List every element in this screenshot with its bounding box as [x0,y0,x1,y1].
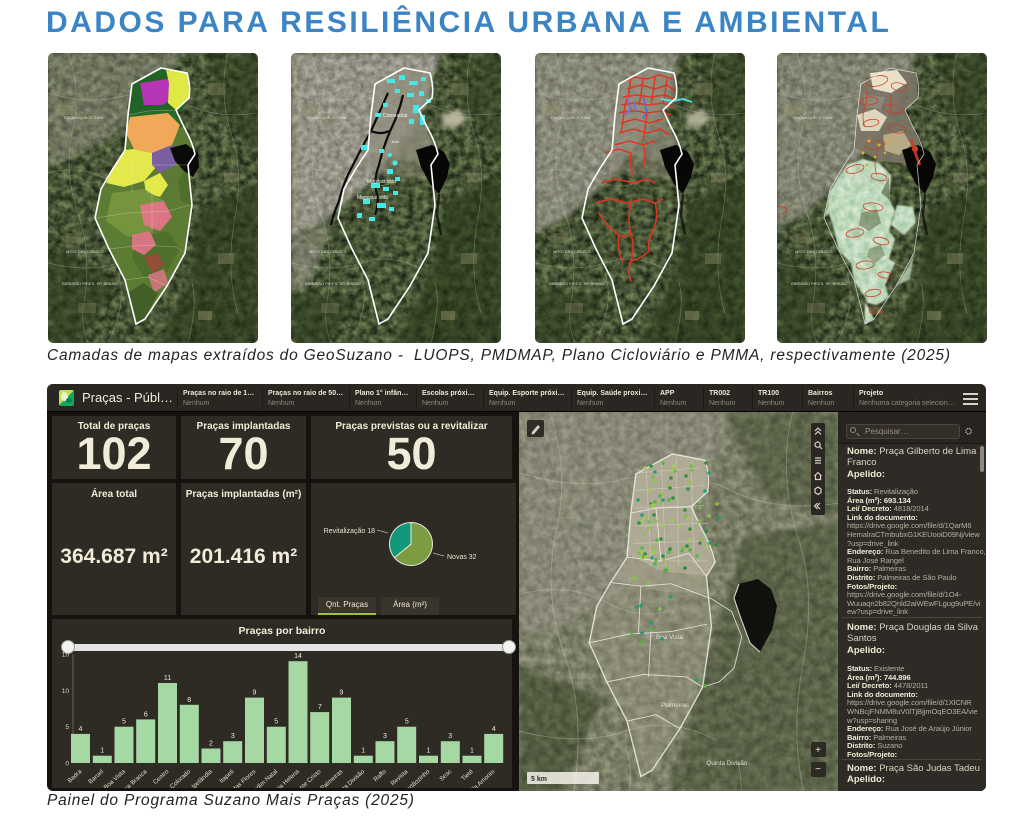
svg-text:Tietê: Tietê [460,768,475,783]
svg-text:7: 7 [318,704,322,711]
svg-text:Itapeti: Itapeti [218,768,235,784]
svg-text:1: 1 [427,748,431,755]
svg-text:1: 1 [100,748,104,755]
svg-text:Novas 32: Novas 32 [447,554,477,561]
svg-text:5: 5 [65,724,69,731]
svg-text:1: 1 [470,748,474,755]
svg-text:Boa Vista: Boa Vista [656,634,683,641]
svg-text:Palmeiras: Palmeiras [319,768,344,788]
svg-text:6: 6 [144,711,148,718]
svg-text:Quinta Divisão: Quinta Divisão [706,760,747,767]
svg-text:3: 3 [383,733,387,740]
svg-text:−: − [815,764,821,775]
svg-text:9: 9 [253,690,257,697]
svg-text:15: 15 [62,652,70,659]
svg-text:Baruel: Baruel [87,768,105,785]
svg-text:Sesc: Sesc [438,768,453,782]
svg-text:3: 3 [231,733,235,740]
svg-text:9: 9 [340,690,344,697]
svg-text:2: 2 [209,741,213,748]
svg-text:5: 5 [405,719,409,726]
svg-text:8: 8 [187,697,191,704]
svg-text:11: 11 [164,675,171,682]
svg-text:Ipelândia: Ipelândia [190,768,214,788]
svg-text:5: 5 [274,719,278,726]
svg-text:Colorado: Colorado [169,768,193,788]
svg-text:4: 4 [79,726,83,733]
svg-text:5 km: 5 km [531,776,547,783]
svg-text:Palmeiras: Palmeiras [661,702,689,709]
svg-text:Boa Vista: Boa Vista [103,768,128,788]
svg-text:0: 0 [65,761,69,768]
svg-text:Badra: Badra [66,768,83,785]
svg-text:+: + [815,745,821,756]
svg-text:3: 3 [448,733,452,740]
svg-text:Centro: Centro [152,768,171,786]
svg-text:Raffo: Raffo [372,768,388,783]
svg-text:Mogustai lddo: Mogustai lddo [357,195,388,201]
svg-text:1: 1 [361,748,365,755]
svg-text:Ctanoadup: Ctanoadup [383,113,408,119]
svg-text:10: 10 [62,688,70,695]
svg-text:14: 14 [294,653,302,660]
svg-text:Mogilais lddo: Mogilais lddo [367,179,396,185]
svg-text:4: 4 [492,726,496,733]
svg-text:Revitalização 18: Revitalização 18 [324,528,375,535]
svg-text:Revista: Revista [390,768,410,787]
svg-text:5: 5 [122,719,126,726]
svg-text:Jusk: Jusk [391,139,399,144]
